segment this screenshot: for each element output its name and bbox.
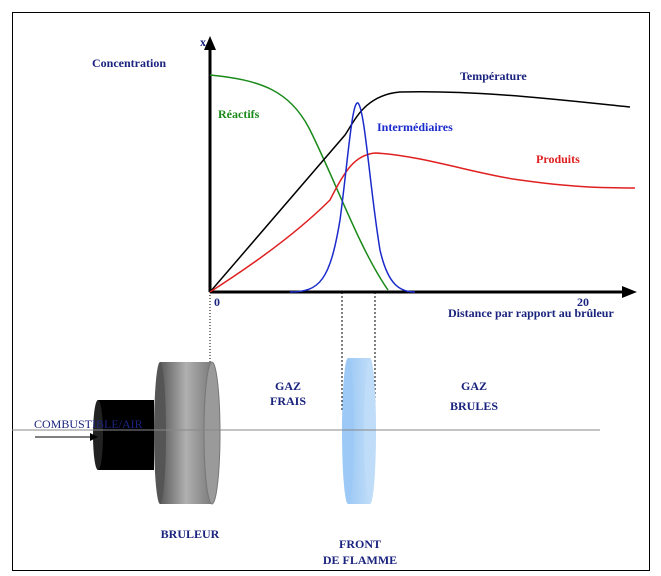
curve-label: Intermédiaires <box>377 120 453 134</box>
temperature-curve <box>209 91 631 293</box>
zone-label: BRULES <box>450 399 498 413</box>
flame-label: DE FLAMME <box>323 553 397 567</box>
zone-label: GAZ <box>461 379 487 393</box>
x-arrow <box>622 286 637 298</box>
y-axis-title: Concentration <box>92 56 166 70</box>
curve-label: Réactifs <box>218 107 260 121</box>
inlet-pipe-end <box>93 400 103 470</box>
y-arrow <box>204 36 216 50</box>
burner-face <box>203 361 221 505</box>
products-curve <box>209 152 636 293</box>
intermediates-curve <box>289 102 416 293</box>
zone-label: GAZ <box>275 379 301 393</box>
flame-front-edge <box>364 358 376 504</box>
flame-label: FRONT <box>339 537 381 551</box>
curve-label: Température <box>460 69 527 83</box>
frame <box>12 12 650 571</box>
x-tick: 0 <box>214 295 220 309</box>
curve-label: Produits <box>536 152 580 166</box>
x-axis-title: Distance par rapport au brûleur <box>448 306 614 320</box>
inlet-label: COMBUSTIBLE/AIR <box>34 417 143 431</box>
flame-front <box>348 358 370 504</box>
zone-label: FRAIS <box>270 394 306 408</box>
burner <box>160 362 212 504</box>
x-tick: 20 <box>577 295 589 309</box>
y-axis-label: x <box>200 35 206 49</box>
reactants-curve <box>209 74 389 291</box>
inlet-arrow-head <box>90 433 98 441</box>
burner-label: BRULEUR <box>161 527 220 541</box>
burner-back <box>154 362 166 504</box>
flame-front-edge <box>342 358 354 504</box>
inlet-pipe <box>98 400 154 470</box>
